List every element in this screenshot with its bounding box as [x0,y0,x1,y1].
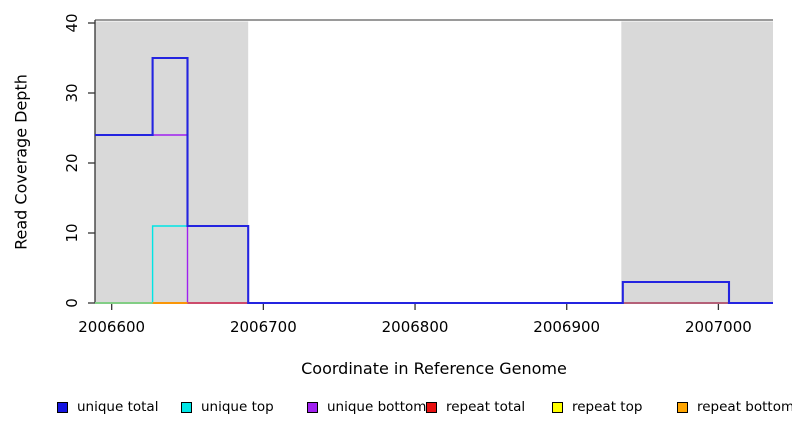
y-tick-label: 10 [63,223,81,242]
legend-label: repeat bottom [697,399,792,415]
legend-label: unique total [77,399,159,415]
y-tick-label: 40 [63,13,81,32]
x-tick-label: 2006900 [533,318,600,336]
y-axis-label: Read Coverage Depth [11,74,31,250]
legend-swatch-unique-total [57,401,68,413]
x-tick-label: 2007000 [685,318,752,336]
repeat-region-right [621,21,773,303]
y-tick-label: 0 [63,298,81,308]
x-tick-label: 2006600 [78,318,145,336]
legend: unique total unique top unique bottom repea… [0,398,792,418]
legend-label: unique bottom [327,399,427,415]
legend-label: repeat top [572,399,643,415]
legend-swatch-unique-bottom [307,401,318,413]
legend-label: unique top [201,399,274,415]
legend-label: repeat total [446,399,526,415]
legend-item-repeat-total: repeat total [426,398,525,416]
y-tick-label: 30 [63,83,81,102]
series-line-unique-total [95,56,773,305]
legend-swatch-unique-top [181,401,192,413]
legend-item-unique-top: unique top [181,398,274,416]
y-tick-label: 20 [63,153,81,172]
legend-item-repeat-bottom: repeat bottom [677,398,792,416]
legend-item-unique-total: unique total [57,398,158,416]
legend-swatch-repeat-top [552,401,563,413]
legend-item-unique-bottom: unique bottom [307,398,426,416]
legend-swatch-repeat-total [426,401,437,413]
repeat-region-left [95,21,249,303]
legend-swatch-repeat-bottom [677,401,688,413]
x-tick-label: 2006700 [230,318,297,336]
legend-item-repeat-top: repeat top [552,398,642,416]
x-axis-label: Coordinate in Reference Genome [301,359,567,378]
x-tick-label: 2006800 [382,318,449,336]
